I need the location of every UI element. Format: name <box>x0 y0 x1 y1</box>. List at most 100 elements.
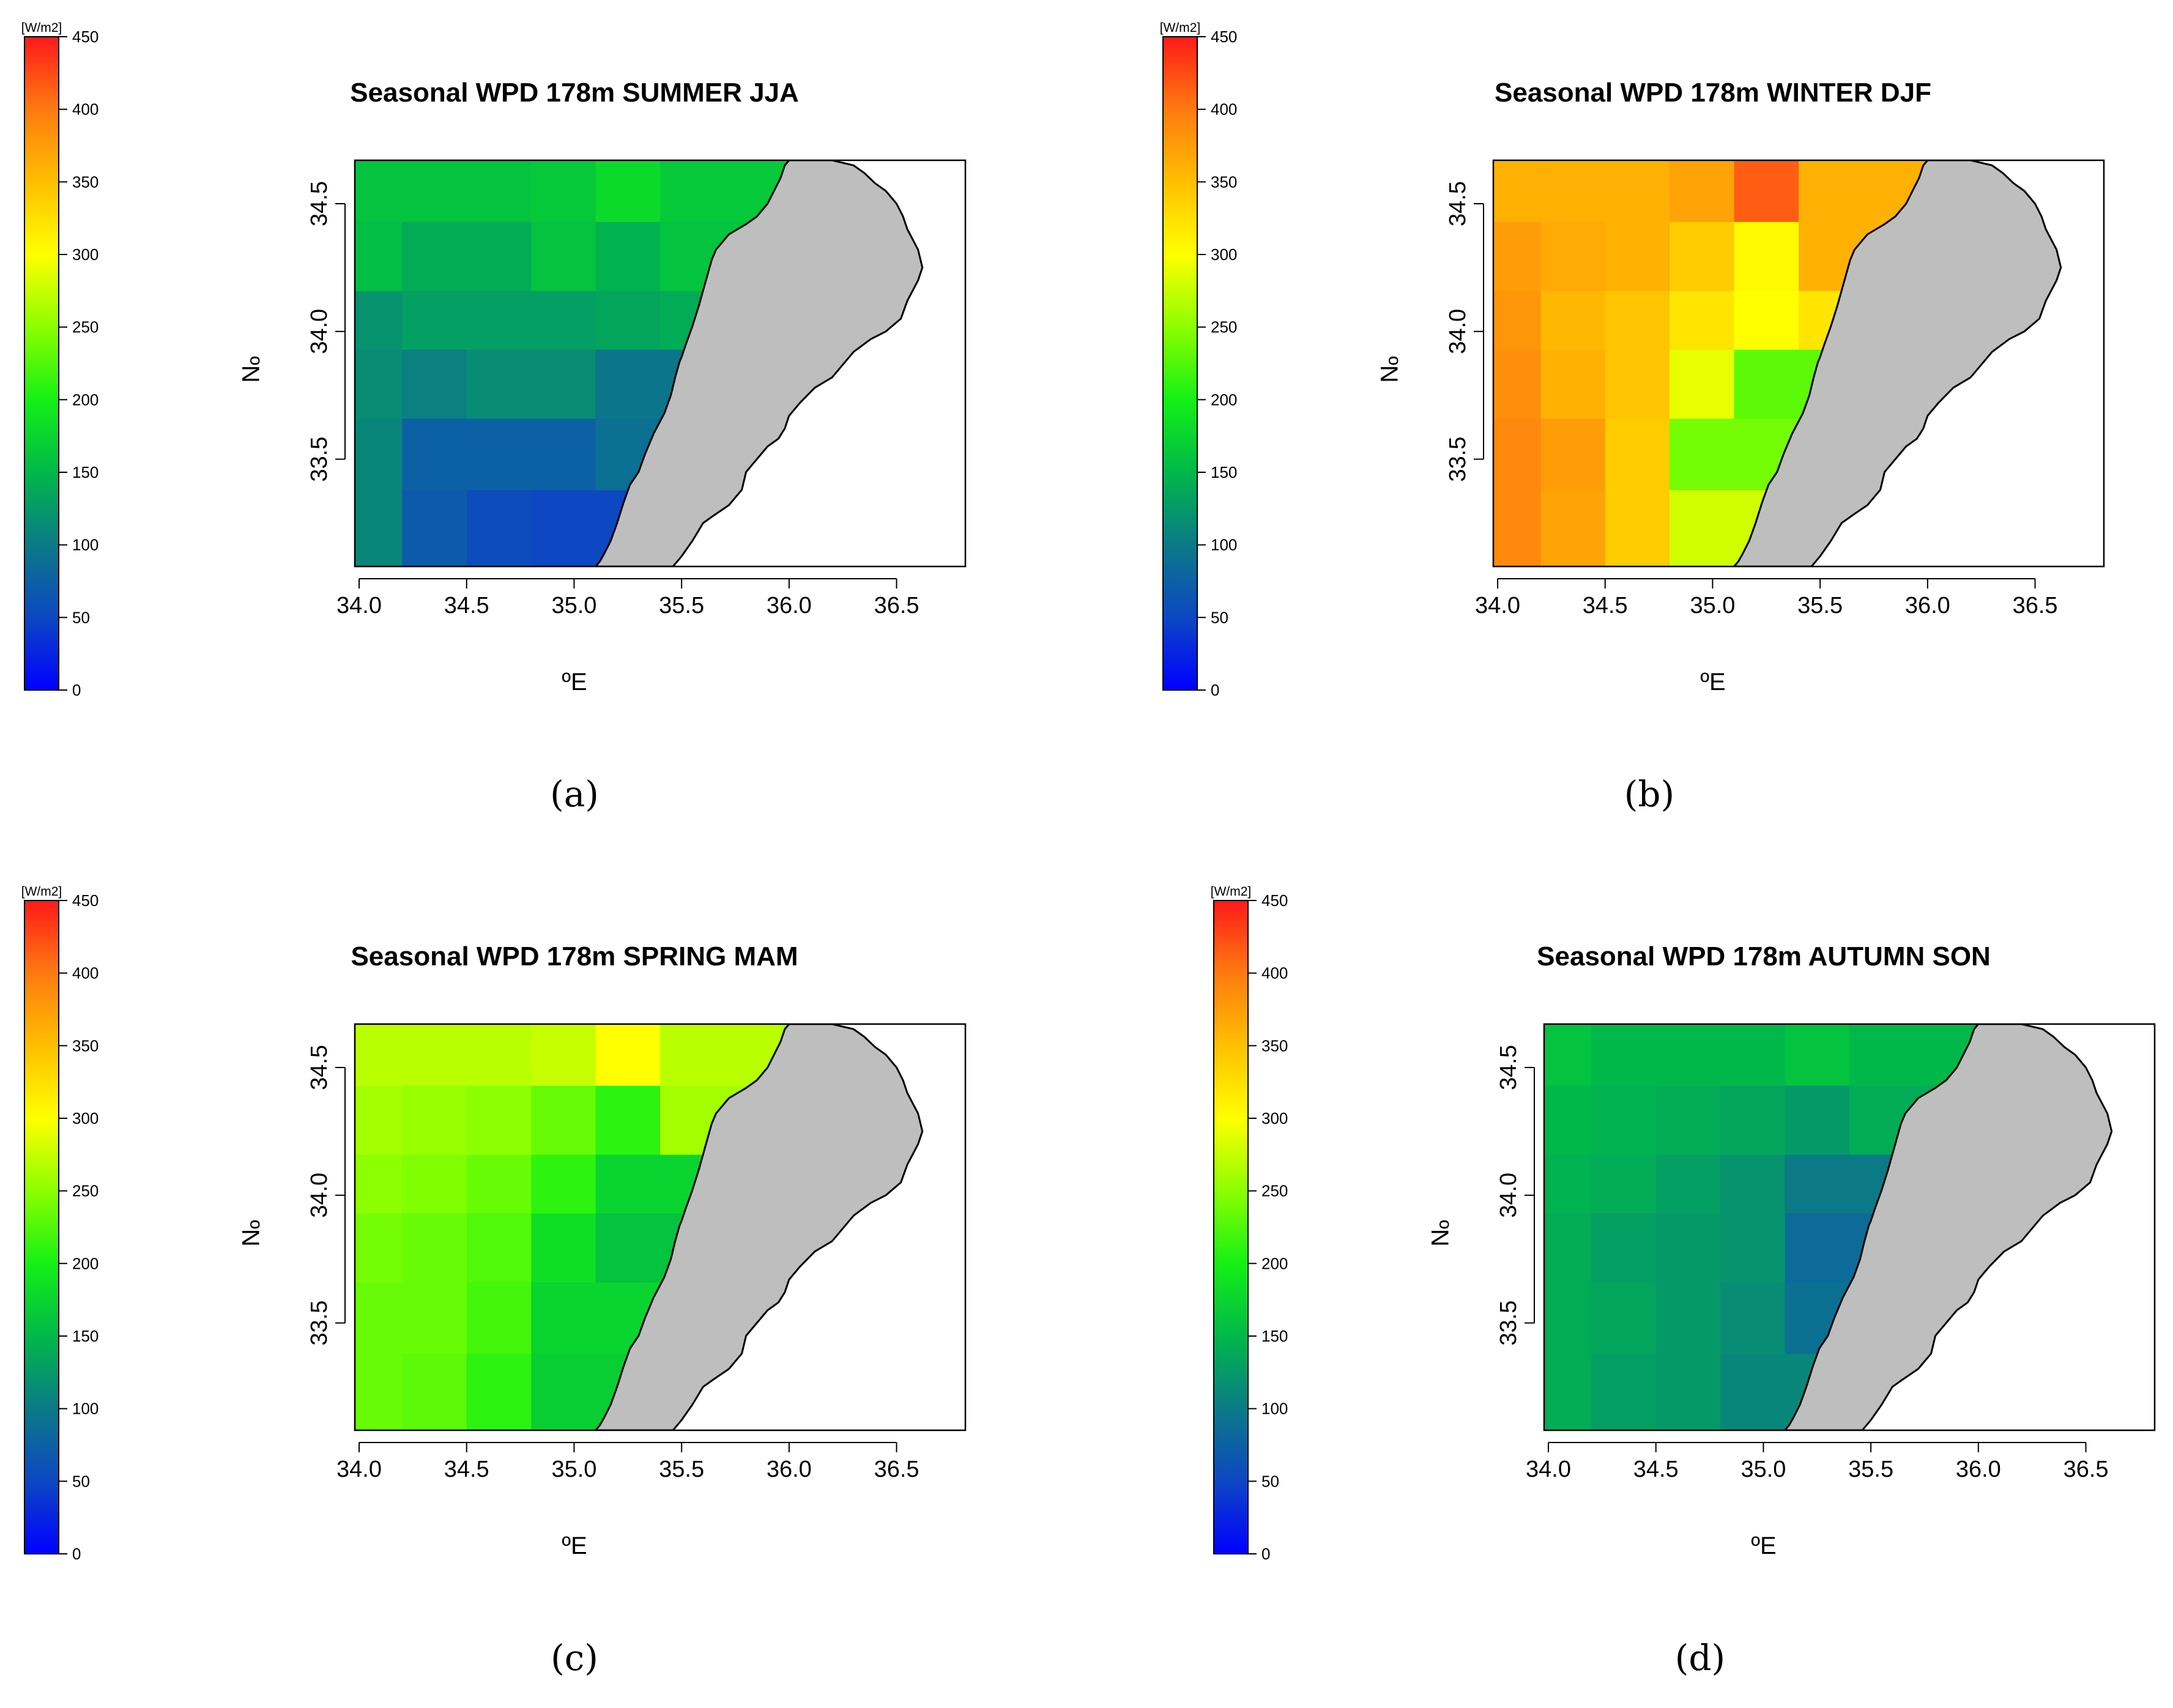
grid-cell <box>1591 1282 1657 1354</box>
grid-cell <box>1655 1024 1721 1086</box>
grid-cell <box>1605 418 1670 491</box>
grid-cell <box>1544 1154 1592 1214</box>
grid-cell <box>1785 1085 1850 1155</box>
grid-cell <box>595 290 661 350</box>
grid-cell <box>1544 1353 1592 1430</box>
x-tick-label: 35.0 <box>551 1457 596 1482</box>
x-tick-label: 34.0 <box>1526 1457 1571 1482</box>
grid-cell <box>1670 290 1735 350</box>
map-panel-d: [W/m2] 0 50 100 150 200 250 300 350 400 450 Seasona… <box>1211 885 2156 1679</box>
x-tick-label: 35.0 <box>1690 593 1735 618</box>
grid-cell <box>1591 1154 1657 1214</box>
grid-cell <box>355 1282 403 1354</box>
grid-cell <box>595 1085 661 1155</box>
grid-cell <box>1670 489 1735 566</box>
x-tick-label: 34.5 <box>1633 1457 1679 1482</box>
grid-cell <box>1670 160 1735 222</box>
colorbar-tick-label: 350 <box>72 173 98 191</box>
grid-cell <box>1544 1282 1592 1354</box>
colorbar-gradient <box>1213 900 1249 1554</box>
lebanon-land <box>1733 160 2062 566</box>
panel-label: (c) <box>551 1637 598 1679</box>
grid-cell <box>402 349 467 419</box>
map-title: Seasonal WPD 178m WINTER DJF <box>1495 78 1931 108</box>
x-tick-label: 35.5 <box>1797 593 1843 618</box>
grid-cell <box>1493 221 1541 291</box>
grid-cell <box>466 349 532 419</box>
colorbar-gradient <box>24 900 59 1554</box>
grid-cell <box>1655 1353 1721 1430</box>
colorbar-tick-label: 50 <box>72 608 90 626</box>
colorbar-tick-label: 150 <box>1261 1327 1288 1345</box>
x-tick-label: 36.0 <box>1956 1457 2001 1482</box>
grid-cell <box>466 1085 532 1155</box>
map-title: Seasonal WPD 178m SUMMER JJA <box>350 78 799 108</box>
grid-cell <box>1785 1024 1850 1086</box>
grid-cell <box>1605 160 1670 222</box>
colorbar-tick-label: 400 <box>72 100 98 119</box>
x-axis-label: ºE <box>562 669 587 696</box>
lebanon-land <box>595 160 924 566</box>
x-tick-label: 36.5 <box>2013 593 2058 618</box>
colorbar-unit: [W/m2] <box>21 21 62 35</box>
grid-cell <box>355 349 403 419</box>
grid-cell <box>1605 489 1670 566</box>
x-tick-label: 36.5 <box>2063 1457 2109 1482</box>
grid-cell <box>402 1154 467 1214</box>
y-tick-label: 34.0 <box>1445 309 1471 354</box>
colorbar-tick-label: 150 <box>72 1327 98 1345</box>
grid-cell <box>1540 221 1606 291</box>
colorbar-tick-label: 300 <box>72 1109 98 1127</box>
grid-cell <box>1720 1154 1786 1214</box>
land <box>1784 1024 2155 1430</box>
y-tick-label: 33.5 <box>306 437 332 482</box>
colorbar-tick-label: 100 <box>1211 536 1237 554</box>
y-tick-label: 34.5 <box>306 181 332 226</box>
grid-cell <box>466 160 532 222</box>
x-tick-label: 34.0 <box>1475 593 1520 618</box>
grid-cell <box>466 1024 532 1086</box>
x-tick-label: 34.5 <box>1583 593 1628 618</box>
grid-cell <box>1591 1213 1657 1283</box>
grid-cell <box>595 221 661 291</box>
grid-cell <box>1591 1353 1657 1430</box>
grid-cell <box>1591 1024 1657 1086</box>
grid-cell <box>1493 160 1541 222</box>
axes: 34.0 34.5 35.0 35.5 36.0 36.5 ºE 33.5 34.0 34.5 ºN <box>1426 1045 2109 1559</box>
colorbar-tick-label: 100 <box>1261 1400 1288 1418</box>
grid-cell <box>531 290 596 350</box>
grid-cell <box>1734 160 1799 222</box>
grid-cell <box>1493 349 1541 419</box>
grid-cell <box>355 290 403 350</box>
grid-cell <box>1720 1085 1786 1155</box>
map-title: Seasonal WPD 178m SPRING MAM <box>351 941 798 971</box>
grid-cell <box>531 489 596 566</box>
colorbar-tick-label: 50 <box>1261 1472 1279 1490</box>
grid-cell <box>402 1213 467 1283</box>
colorbar-tick-label: 300 <box>72 245 98 264</box>
grid-cell <box>1720 1282 1786 1354</box>
grid-cell <box>531 1353 596 1430</box>
grid-cell <box>1540 489 1606 566</box>
grid-cell <box>355 1154 403 1214</box>
y-tick-label: 33.5 <box>306 1301 332 1346</box>
grid-cell <box>531 160 596 222</box>
grid-cell <box>1544 1213 1592 1283</box>
colorbar-tick-label: 450 <box>72 28 98 46</box>
grid-cell <box>355 1024 403 1086</box>
colorbar-tick-label: 200 <box>72 1254 98 1272</box>
land <box>595 1024 965 1430</box>
x-tick-label: 34.5 <box>444 593 489 618</box>
x-tick-label: 34.0 <box>336 593 382 618</box>
grid-cell <box>1655 1282 1721 1354</box>
grid-cell <box>466 1282 532 1354</box>
x-tick-label: 35.5 <box>659 1457 704 1482</box>
grid-cell <box>1605 349 1670 419</box>
grid-cell <box>1720 1024 1786 1086</box>
grid-cell <box>1540 290 1606 350</box>
y-axis-label: ºN <box>1375 356 1402 383</box>
colorbar-tick-label: 250 <box>72 318 98 336</box>
colorbar-tick-label: 50 <box>1211 608 1228 626</box>
lebanon-land <box>595 1024 924 1430</box>
